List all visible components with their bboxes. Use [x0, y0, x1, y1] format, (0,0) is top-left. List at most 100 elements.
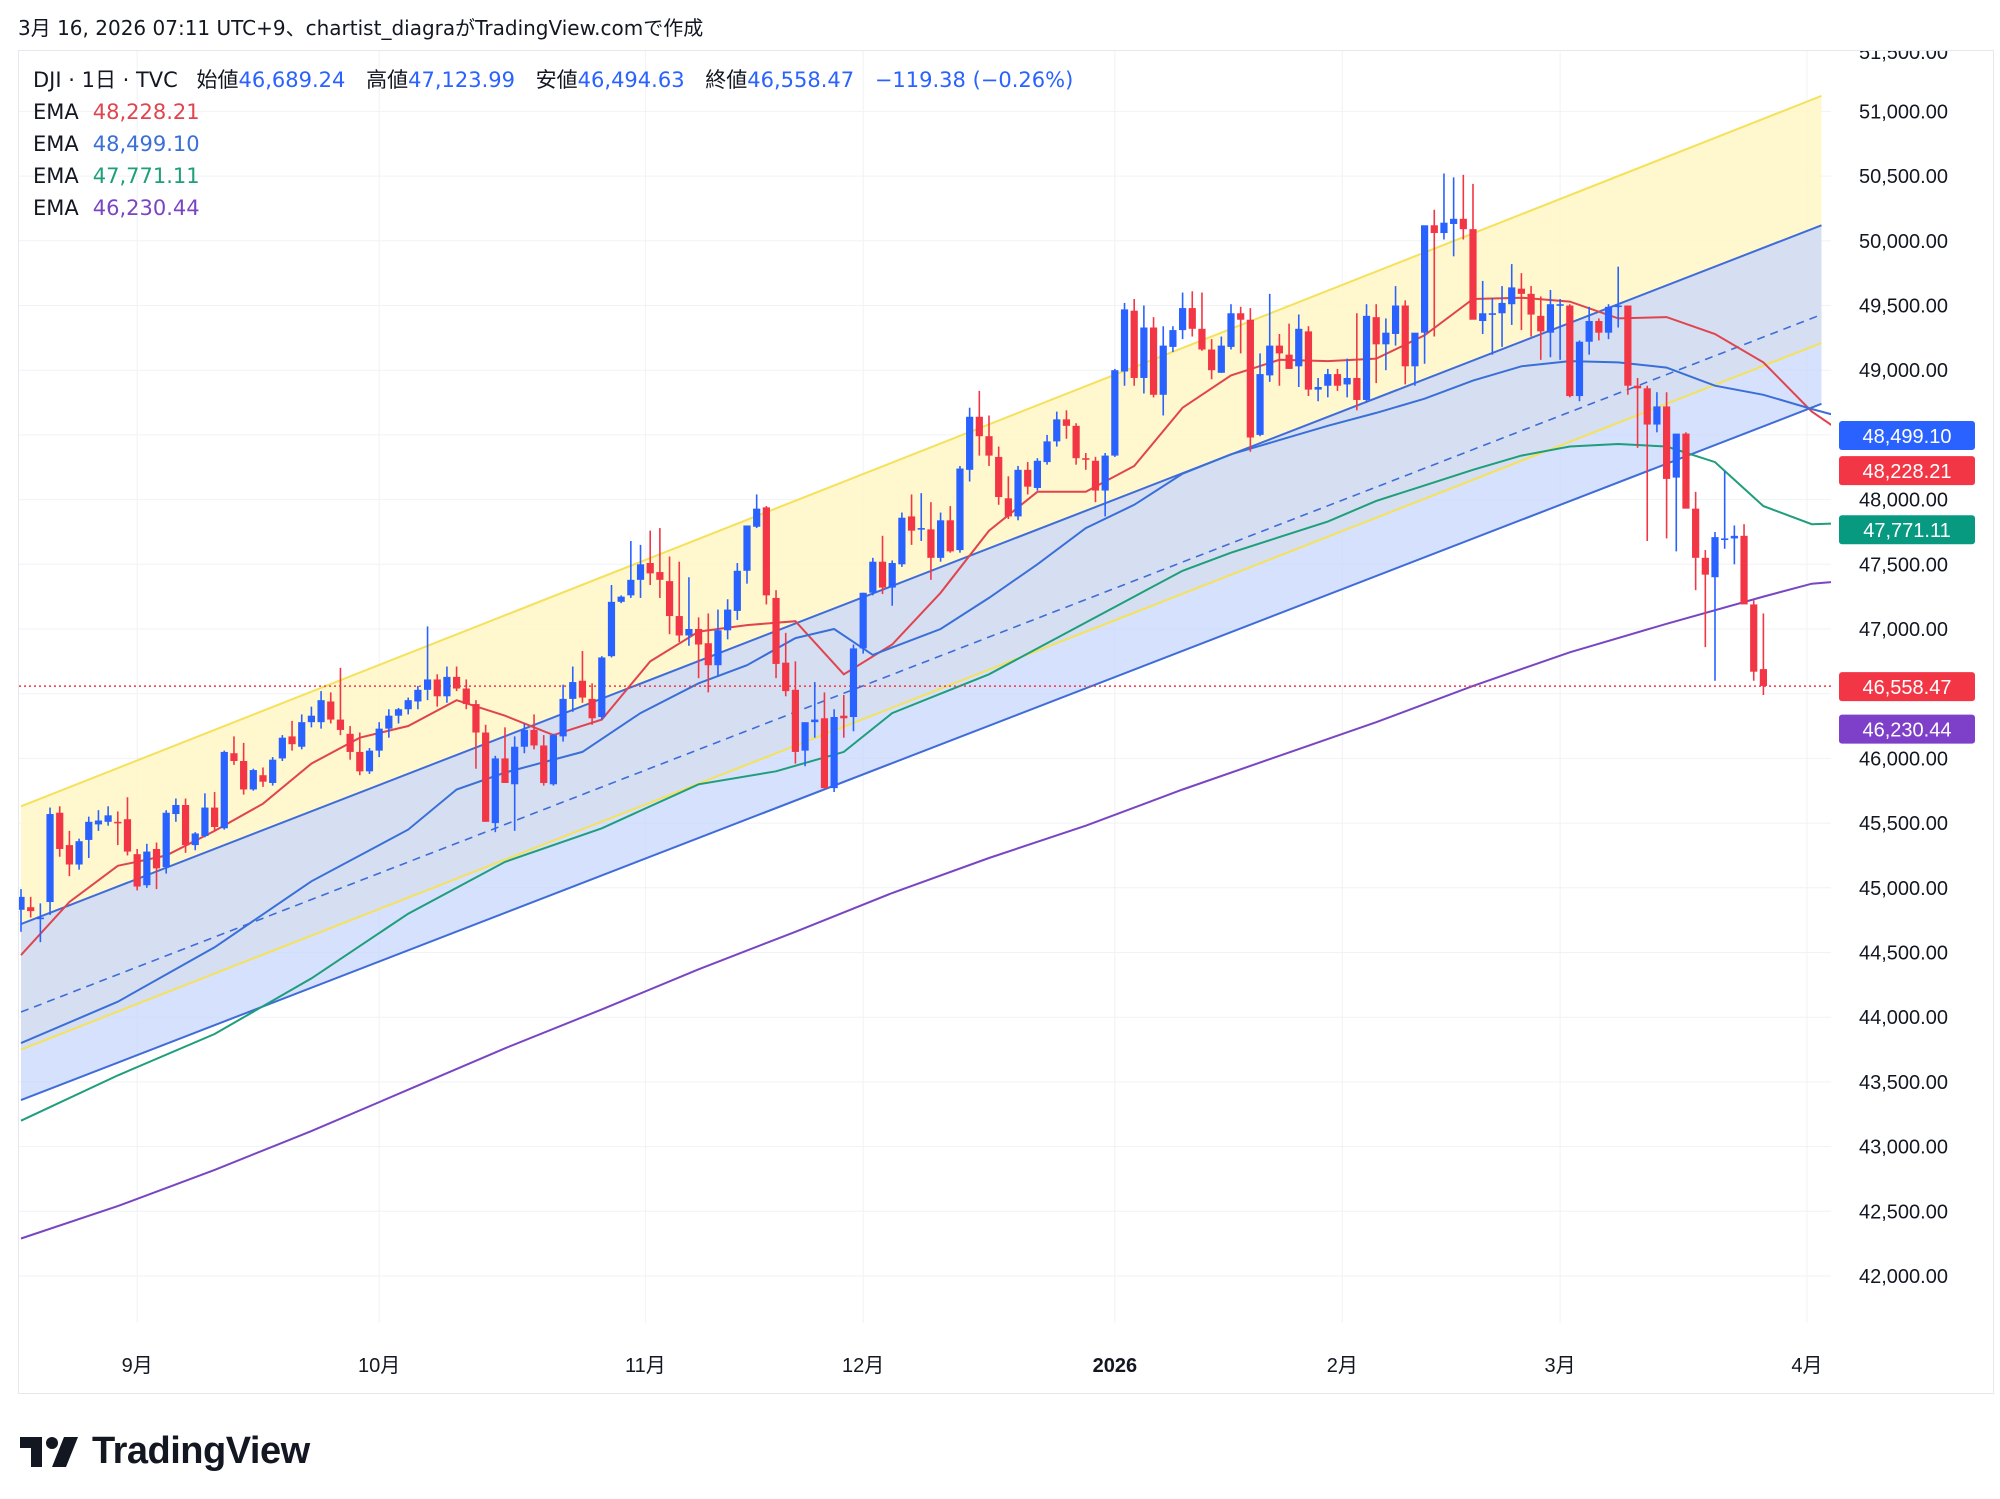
candle-body — [598, 657, 606, 717]
candle-body — [240, 760, 248, 790]
price-tag-label: 46,558.47 — [1863, 677, 1952, 699]
candle-body — [75, 841, 83, 865]
candle-body — [1256, 374, 1264, 435]
legend-low-value: 46,494.63 — [577, 68, 685, 92]
x-axis-tick-label: 9月 — [122, 1355, 153, 1377]
candle-body — [1266, 345, 1274, 376]
candle-body — [414, 689, 422, 702]
candle-body — [356, 751, 364, 772]
candle-body — [975, 416, 983, 437]
candle-body — [1091, 460, 1100, 491]
candle-body — [1275, 345, 1283, 354]
candle-body — [472, 704, 480, 733]
candle-body — [1188, 308, 1196, 329]
price-tag-label: 46,230.44 — [1863, 720, 1952, 742]
candle-body — [181, 804, 190, 846]
candle-body — [1314, 387, 1322, 390]
price-tag-label: 48,499.10 — [1863, 426, 1952, 448]
candle-body — [1624, 305, 1632, 386]
candle-body — [1246, 319, 1254, 438]
candle-body — [1382, 332, 1390, 345]
candle-body — [1575, 341, 1584, 397]
candle-body — [152, 848, 161, 869]
candle-body — [1498, 302, 1506, 314]
candle-body — [346, 733, 354, 752]
candle-body — [1401, 305, 1409, 367]
candle-body — [1295, 328, 1303, 367]
chart-frame[interactable]: 42,000.00 42,500.00 43,000.00 43,500.00 44,0… — [18, 50, 1994, 1394]
candle-body — [1159, 345, 1167, 395]
candle-body — [840, 715, 848, 719]
candle-body — [230, 753, 238, 761]
candle-body — [733, 570, 741, 611]
candle-body — [520, 729, 528, 747]
candle-body — [1062, 419, 1071, 426]
candle-body — [278, 737, 286, 759]
candle-body — [791, 689, 799, 752]
y-axis-tick-label: 49,000.00 — [1859, 360, 1948, 382]
candle-body — [56, 812, 64, 849]
candle-body — [753, 508, 761, 527]
candle-body — [1033, 460, 1041, 488]
candle-body — [956, 468, 964, 551]
candle-body — [1682, 433, 1690, 509]
candle-body — [143, 851, 151, 886]
candle-body — [888, 563, 896, 588]
candle-body — [394, 709, 403, 716]
legend-close-label: 終値 — [705, 68, 748, 92]
candle-body — [1324, 374, 1332, 386]
candle-body — [937, 520, 945, 558]
candle-body — [569, 682, 577, 699]
candle-body — [94, 820, 103, 825]
tradingview-logo[interactable]: TradingView — [20, 1430, 310, 1473]
candle-body — [27, 907, 35, 912]
y-axis-tick-label: 47,000.00 — [1859, 619, 1948, 641]
channel-yellow-upper — [20, 94, 1822, 808]
x-axis-tick-label: 2026 — [1093, 1355, 1138, 1377]
candle-body — [317, 700, 325, 723]
x-axis-tick-label: 12月 — [842, 1355, 884, 1377]
candle-body — [588, 698, 596, 719]
candle-body — [830, 716, 838, 789]
legend-ema-row: EMA 47,771.11 — [33, 160, 1087, 192]
x-axis-tick-label: 11月 — [625, 1355, 666, 1377]
candle-body — [162, 812, 170, 868]
candle-body — [385, 715, 393, 729]
candle-body — [1372, 317, 1380, 345]
candle-body — [19, 896, 25, 910]
candle-body — [307, 715, 315, 723]
candle-body — [1517, 288, 1525, 294]
legend-ema-label: EMA — [33, 196, 79, 220]
candle-body — [1479, 313, 1487, 322]
candle-body — [298, 722, 306, 747]
candle-body — [453, 676, 461, 689]
candle-body — [704, 643, 712, 666]
candle-body — [927, 529, 935, 558]
candle-body — [1730, 535, 1738, 539]
y-axis-tick-label: 42,000.00 — [1859, 1266, 1948, 1288]
candle-body — [878, 561, 887, 588]
candle-body — [114, 821, 122, 824]
price-chart[interactable]: 42,000.00 42,500.00 43,000.00 43,500.00 44,0… — [19, 51, 1995, 1395]
candle-body — [1740, 535, 1748, 605]
candle-body — [540, 745, 548, 783]
candle-body — [1556, 304, 1564, 306]
channel-blue-lower — [20, 402, 1822, 1101]
candle-body — [985, 436, 993, 456]
candle-body — [191, 833, 199, 846]
candle-body — [1053, 419, 1061, 442]
candle-body — [724, 609, 732, 631]
candle-body — [1653, 406, 1661, 425]
legend-ema-value: 47,771.11 — [92, 164, 200, 188]
y-axis-tick-label: 51,500.00 — [1859, 51, 1948, 64]
candle-body — [966, 416, 974, 470]
candle-body — [336, 719, 345, 730]
legend-change-value: −119.38 (−0.26%) — [874, 68, 1074, 92]
candle-body — [685, 629, 693, 636]
candle-body — [133, 854, 141, 887]
candle-body — [869, 561, 877, 593]
y-axis-tick-label: 45,500.00 — [1859, 813, 1948, 835]
candle-body — [907, 516, 916, 531]
candle-body — [1237, 313, 1245, 320]
candle-body — [1459, 218, 1467, 230]
